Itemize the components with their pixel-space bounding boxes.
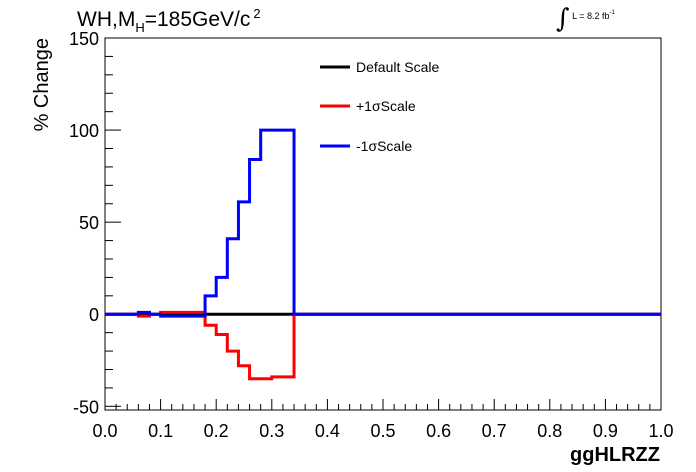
- y-axis-title: % Change: [31, 38, 53, 131]
- x-tick-label: 0.3: [259, 421, 284, 441]
- x-tick-label: 0.7: [482, 421, 507, 441]
- title-superscript: 2: [253, 6, 261, 21]
- series-plus1sigma-line: [105, 310, 661, 381]
- legend: Default Scale +1σScale -1σScale: [320, 59, 439, 154]
- y-tick-label: -50: [73, 397, 99, 417]
- y-tick-label: 50: [79, 213, 99, 233]
- series-group: [105, 128, 661, 381]
- x-tick-labels: 0.0 0.1 0.2 0.3 0.4 0.5 0.6 0.7 0.8 0.9 1.0: [92, 421, 673, 441]
- x-tick-label: 0.1: [148, 421, 173, 441]
- x-tick-label: 1.0: [648, 421, 673, 441]
- series-minus1sigma-line: [105, 128, 661, 318]
- legend-item-default: Default Scale: [320, 59, 439, 75]
- luminosity-label: ∫ L = 8.2 fb-1: [556, 6, 615, 32]
- axis-ticks: [104, 37, 662, 410]
- y-tick-label: 0: [89, 305, 99, 325]
- legend-item-minus1sigma: -1σScale: [320, 138, 412, 154]
- x-tick-label: 0.2: [204, 421, 229, 441]
- title-subscript: H: [135, 20, 145, 35]
- x-tick-label: 0.9: [593, 421, 618, 441]
- chart-title: WH,MH=185GeV/c 2: [77, 6, 261, 35]
- legend-label: Default Scale: [356, 59, 439, 75]
- y-tick-labels: -50 0 50 100 150: [69, 29, 99, 417]
- title-prefix: WH,M: [77, 8, 136, 31]
- x-axis-title: ggHLRZZ: [570, 444, 660, 466]
- x-tick-label: 0.5: [370, 421, 395, 441]
- legend-item-plus1sigma: +1σScale: [320, 98, 416, 114]
- luminosity-text: L = 8.2 fb: [572, 11, 610, 21]
- x-tick-label: 0.8: [537, 421, 562, 441]
- x-tick-label: 0.6: [426, 421, 451, 441]
- x-tick-label: 0.4: [315, 421, 340, 441]
- luminosity-superscript: -1: [609, 10, 615, 16]
- plot-frame: [104, 37, 662, 411]
- integral-symbol: ∫: [556, 4, 570, 34]
- title-main: =185GeV/c: [144, 8, 251, 31]
- legend-label: -1σScale: [356, 138, 412, 154]
- y-tick-label: 150: [69, 29, 99, 49]
- y-tick-label: 100: [69, 121, 99, 141]
- legend-label: +1σScale: [356, 98, 416, 114]
- x-tick-label: 0.0: [92, 421, 117, 441]
